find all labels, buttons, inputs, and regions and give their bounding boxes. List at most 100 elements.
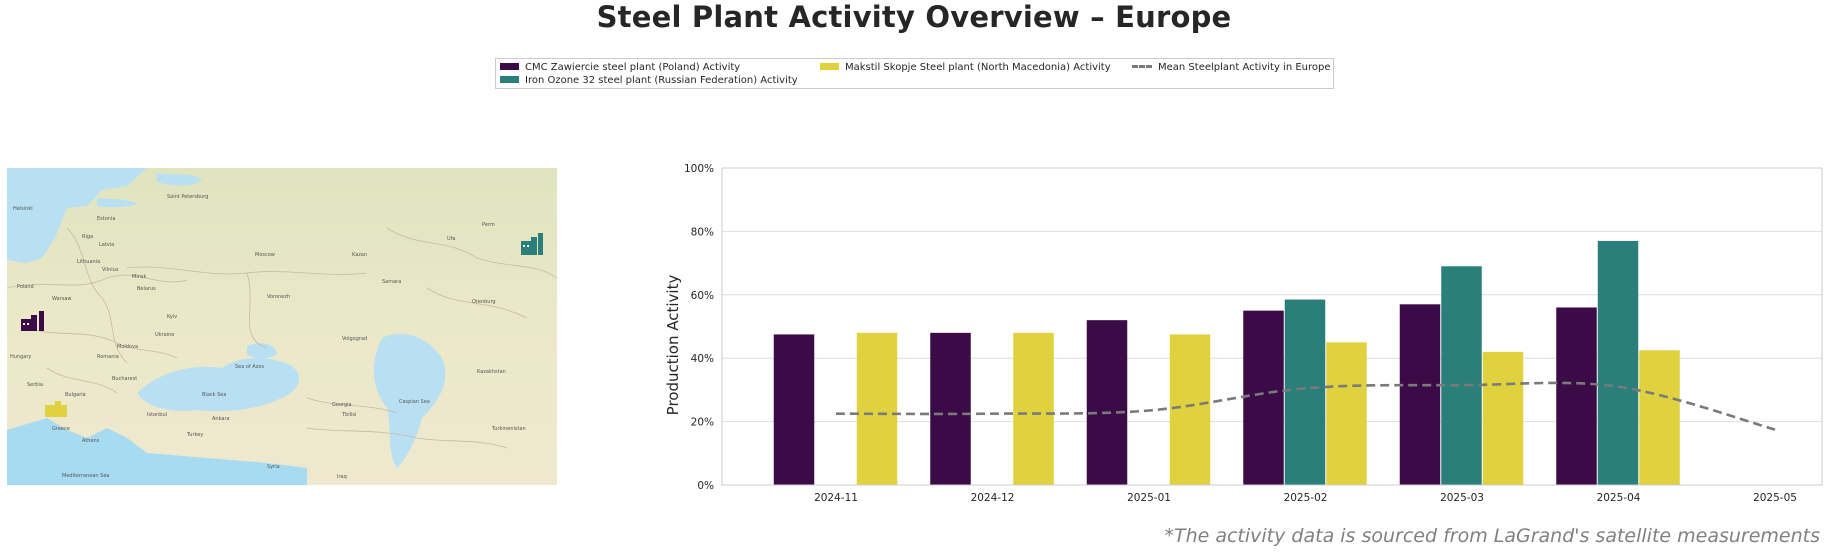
factory-icon: [21, 319, 31, 331]
map-lake-ladoga: [157, 173, 202, 186]
marker-cmc-zawiercie[interactable]: [21, 311, 44, 331]
factory-chimney: [531, 237, 537, 255]
x-tick-label: 2024-11: [814, 492, 858, 504]
factory-chimney: [31, 315, 37, 331]
y-tick-label: 0%: [697, 480, 714, 492]
map-label-37: Orenburg: [472, 299, 496, 305]
map-mediterranean-sea: [7, 418, 307, 485]
legend-swatch-iron-ozone: [500, 75, 519, 83]
europe-map[interactable]: Helsinki Saint Petersburg Estonia Riga L…: [7, 168, 557, 485]
map-label-6: Vilnius: [102, 267, 119, 273]
bar: [1597, 240, 1639, 485]
legend-item-iron-ozone: Iron Ozone 32 steel plant (Russian Feder…: [500, 75, 798, 87]
map-label-32: Samara: [382, 279, 401, 285]
map-label-36: Ufa: [447, 236, 455, 242]
map-borders: [7, 227, 557, 449]
map-label-13: Ukraine: [155, 332, 174, 338]
map-label-31: Kazan: [352, 252, 367, 258]
factory-icon: [45, 405, 55, 417]
map-label-8: Belarus: [137, 286, 156, 292]
map-label-17: Hungary: [10, 354, 31, 360]
bar: [1441, 266, 1482, 485]
bar: [773, 334, 815, 485]
chart-mean-line: [835, 381, 1776, 431]
map-label-15: Romania: [97, 354, 119, 360]
factory-chimney-2: [61, 405, 67, 417]
map-label-41: Mediterranean Sea: [62, 473, 109, 479]
y-tick-label: 80%: [691, 226, 714, 238]
x-tick-label: 2025-01: [1127, 492, 1171, 504]
map-label-7: Minsk: [132, 274, 146, 280]
marker-iron-ozone-32[interactable]: [521, 233, 543, 255]
map-baltic-sea: [7, 168, 147, 263]
bar: [1556, 307, 1597, 485]
bar: [1243, 310, 1284, 485]
map-label-26: Georgia: [332, 402, 352, 408]
chart-title: Steel Plant Activity Overview – Europe: [596, 0, 1232, 34]
bar: [1326, 342, 1367, 485]
map-caspian-sea: [373, 333, 446, 468]
bar: [1284, 299, 1326, 485]
chart-legend: CMC Zawiercie steel plant (Poland) Activ…: [495, 58, 1334, 89]
map-label-38: Syria: [267, 464, 280, 470]
map-land: [7, 168, 557, 485]
y-tick-label: 100%: [684, 163, 714, 175]
bar: [856, 332, 898, 485]
map-label-5: Lithuania: [77, 259, 100, 265]
map-label-29: Caspian Sea: [399, 399, 430, 405]
mean-activity-line: [835, 381, 1776, 431]
map-label-35: Perm: [482, 222, 495, 228]
map-black-sea: [137, 358, 300, 412]
map-label-2: Estonia: [97, 216, 115, 222]
map-svg: Helsinki Saint Petersburg Estonia Riga L…: [7, 168, 557, 485]
map-label-10: Warsaw: [52, 296, 72, 302]
map-labels: Helsinki Saint Petersburg Estonia Riga L…: [10, 194, 526, 480]
factory-icon: [521, 241, 531, 255]
legend-swatch-mean: [1132, 64, 1152, 68]
legend-item-makstil: Makstil Skopje Steel plant (North Macedo…: [820, 62, 1111, 74]
map-label-20: Black Sea: [202, 392, 226, 398]
map-label-9: Moscow: [255, 252, 275, 258]
map-label-0: Helsinki: [13, 206, 33, 212]
legend-label-mean: Mean Steelplant Activity in Europe: [1158, 62, 1331, 73]
map-label-25: Athens: [82, 438, 100, 444]
x-tick-label: 2025-02: [1284, 492, 1328, 504]
chart-bars: [773, 240, 1680, 485]
bar: [1013, 332, 1054, 485]
bar: [930, 332, 971, 485]
map-label-3: Riga: [82, 234, 93, 240]
marker-makstil-skopje[interactable]: [45, 401, 67, 417]
y-tick-label: 60%: [691, 290, 714, 302]
map-label-27: Tbilisi: [341, 412, 356, 418]
bar-chart: 0% 20% 40% 60% 80% 100% 2024-11 2024-12 2025-01 2…: [664, 163, 1823, 504]
bar: [1482, 351, 1524, 485]
map-label-18: Serbia: [27, 382, 43, 388]
map-label-23: Istanbul: [147, 412, 167, 418]
x-tick-label: 2025-03: [1440, 492, 1484, 504]
legend-item-mean: Mean Steelplant Activity in Europe: [1132, 62, 1331, 74]
map-label-22: Ankara: [212, 416, 230, 422]
factory-chimney-2: [39, 311, 44, 331]
map-label-30: Sea of Azov: [235, 364, 264, 370]
legend-item-cmc: CMC Zawiercie steel plant (Poland) Activ…: [500, 62, 740, 74]
legend-swatch-makstil: [820, 62, 839, 70]
map-label-34: Voronezh: [267, 294, 290, 300]
map-label-11: Poland: [17, 284, 34, 290]
map-label-28: Kazakhstan: [477, 369, 506, 375]
map-label-33: Volgograd: [342, 336, 367, 342]
footnote: *The activity data is sourced from LaGra…: [1164, 525, 1820, 547]
factory-chimney: [55, 401, 61, 417]
factory-chimney-2: [538, 233, 543, 255]
x-tick-label: 2025-04: [1597, 492, 1641, 504]
map-label-24: Greece: [52, 426, 70, 432]
map-label-16: Bucharest: [112, 376, 137, 382]
map-label-39: Iraq: [337, 474, 347, 480]
map-label-1: Saint Petersburg: [167, 194, 208, 200]
y-tick-label: 20%: [691, 417, 714, 429]
y-axis-label: Production Activity: [664, 275, 682, 416]
legend-label-iron-ozone: Iron Ozone 32 steel plant (Russian Feder…: [525, 75, 798, 86]
map-label-21: Turkey: [186, 432, 203, 438]
map-label-4: Latvia: [99, 242, 114, 248]
legend-label-makstil: Makstil Skopje Steel plant (North Macedo…: [845, 62, 1111, 73]
map-gulf-finland: [97, 198, 137, 208]
